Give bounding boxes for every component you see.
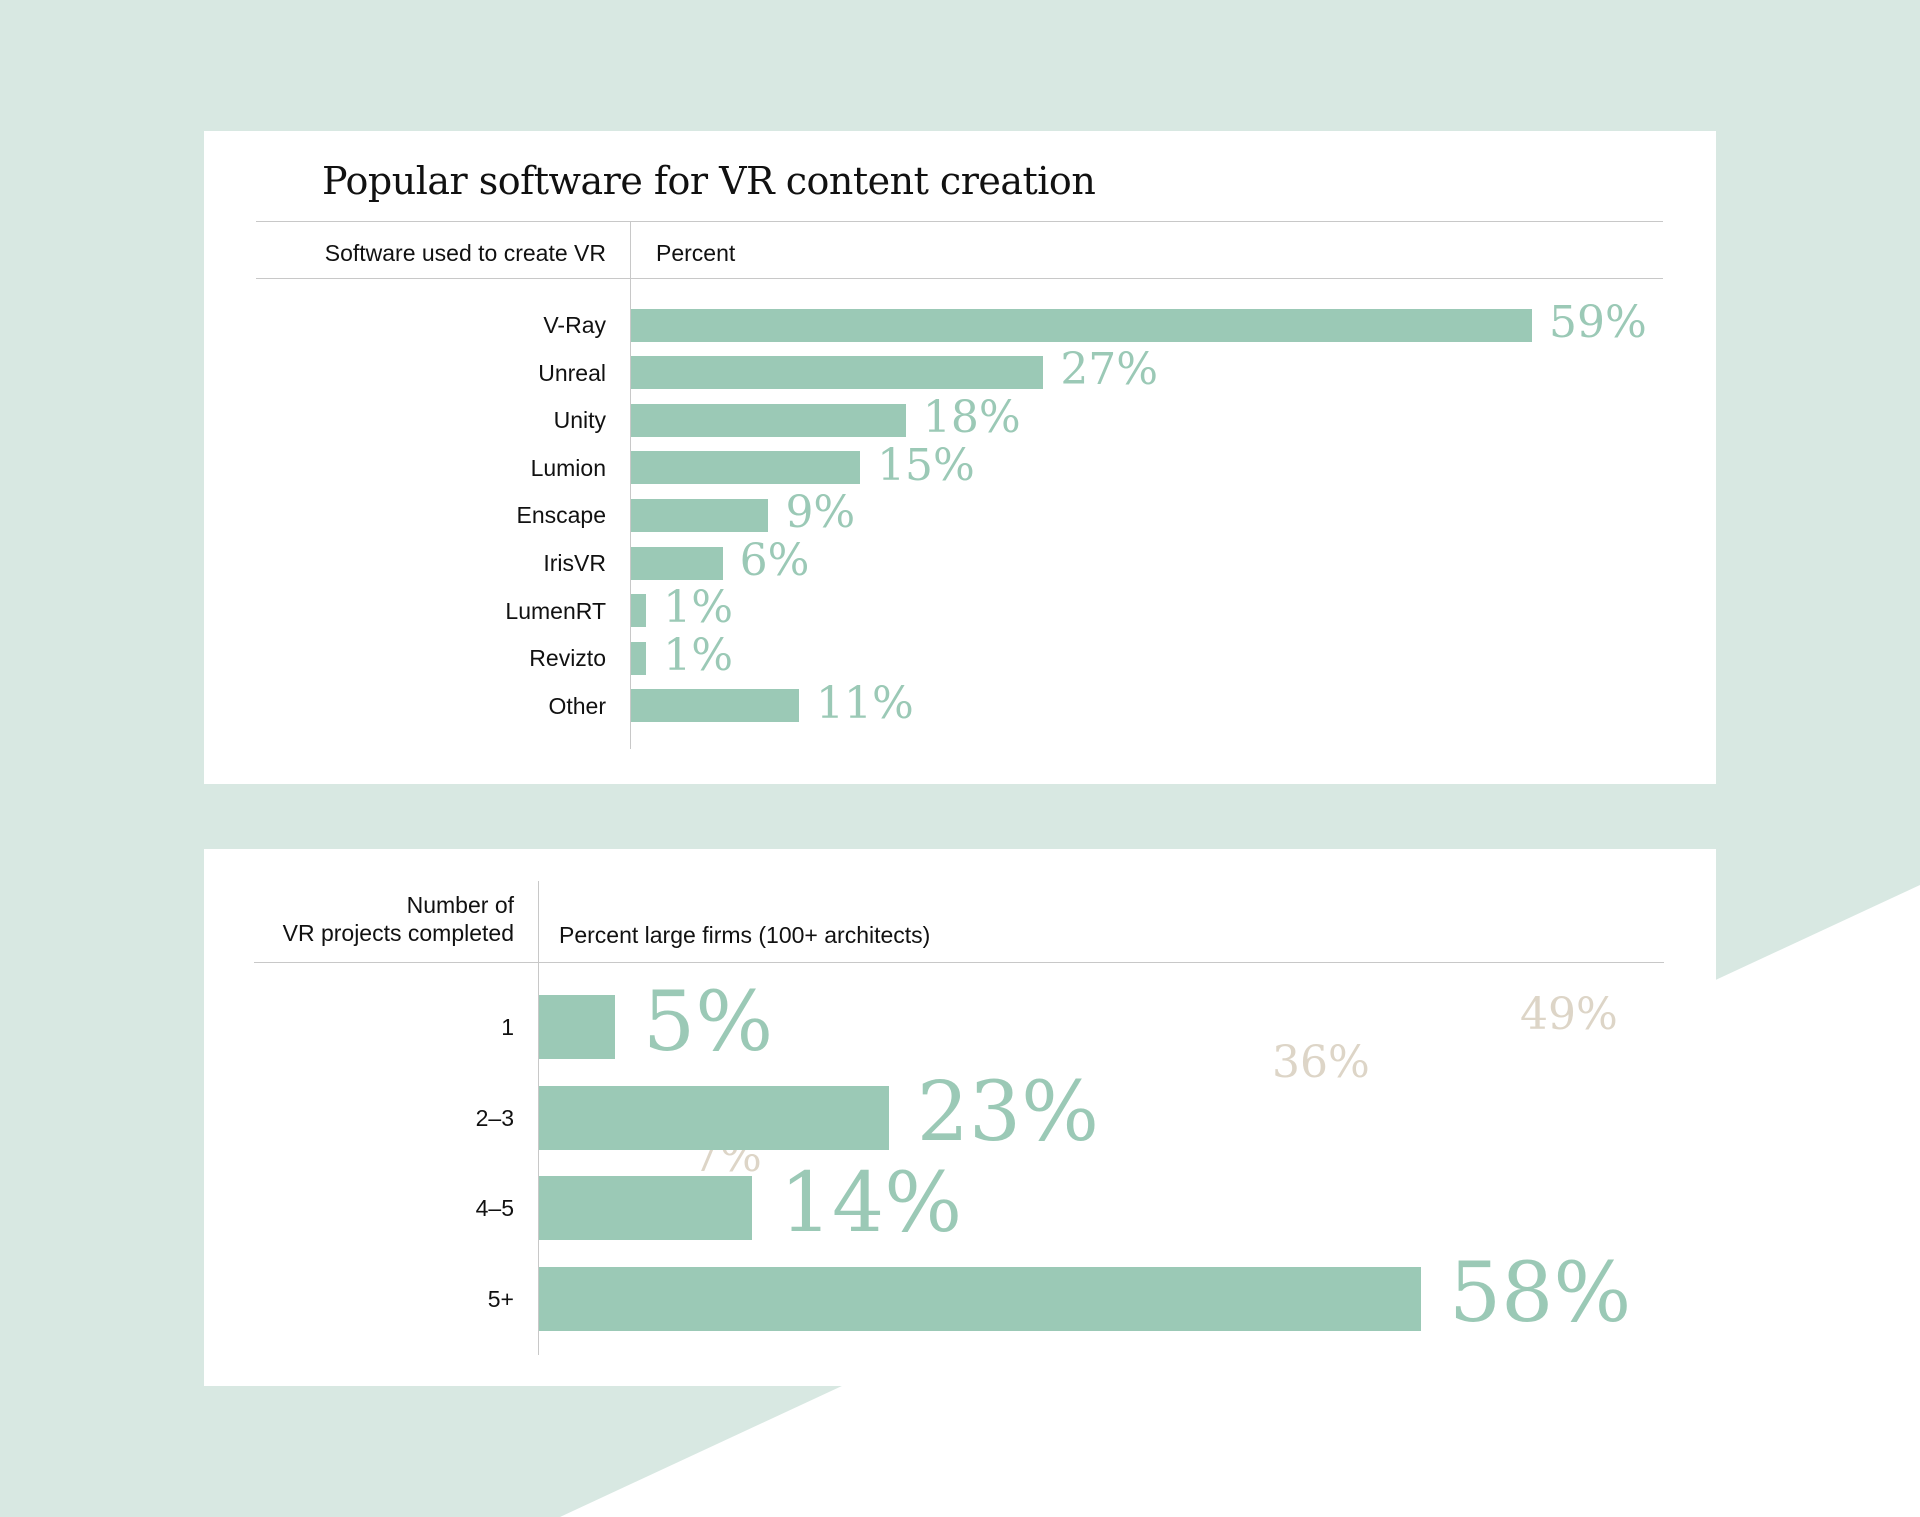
bar [631, 641, 647, 675]
value-header: Percent [656, 240, 736, 266]
category-header-line-2: VR projects completed [282, 920, 514, 946]
value-label: 9% [785, 487, 856, 539]
value-label: 15% [877, 439, 975, 491]
value-label: 1% [663, 630, 734, 681]
category-label: LumenRT [505, 597, 606, 624]
value-label: 5% [643, 974, 774, 1070]
category-label: Lumion [530, 454, 606, 481]
header-rule [256, 278, 1663, 279]
category-label: Revizto [529, 645, 606, 672]
value-label: 14% [779, 1155, 963, 1251]
category-label: 4–5 [475, 1195, 514, 1221]
bar [539, 1085, 889, 1150]
bar [539, 995, 616, 1059]
axis-line [538, 881, 539, 1355]
title-rule [256, 221, 1663, 222]
header-rule [254, 962, 1664, 963]
value-label: 59% [1549, 296, 1647, 348]
bar [539, 1266, 1421, 1331]
bar [631, 403, 906, 437]
category-header: Software used to create VR [324, 240, 606, 266]
value-label: 58% [1449, 1246, 1632, 1342]
value-label: 6% [739, 534, 810, 586]
category-header-line-1: Number of [406, 892, 514, 918]
value-label: 11% [815, 677, 914, 729]
bar [631, 451, 861, 485]
category-label: Unity [553, 407, 606, 434]
background-value-label: 49% [1520, 989, 1618, 1040]
value-label: 23% [916, 1065, 1100, 1161]
software-chart-card: Popular software for VR content creation… [204, 131, 1716, 784]
background-value-label: 36% [1272, 1037, 1370, 1088]
value-header: Percent large firms (100+ architects) [559, 922, 931, 948]
category-label: 1 [501, 1014, 514, 1040]
value-label: 18% [922, 392, 1021, 443]
bar [631, 594, 647, 628]
chart-title: Popular software for VR content creation [322, 159, 1096, 203]
bar [631, 546, 723, 580]
category-label: Other [548, 692, 606, 719]
category-label: 5+ [487, 1285, 514, 1312]
category-label: Enscape [516, 502, 606, 529]
bar [631, 689, 799, 723]
value-label: 1% [663, 582, 734, 634]
category-label: IrisVR [543, 550, 606, 576]
category-label: Unreal [538, 359, 606, 386]
bar [631, 498, 769, 532]
category-label: V-Ray [543, 312, 606, 338]
bar [539, 1176, 752, 1240]
axis-line [630, 221, 631, 749]
projects-chart-card: Number of VR projects completed Percent … [204, 849, 1716, 1386]
value-label: 27% [1060, 344, 1159, 396]
category-label: 2–3 [475, 1104, 514, 1131]
bar [631, 356, 1044, 390]
bar [631, 308, 1532, 342]
